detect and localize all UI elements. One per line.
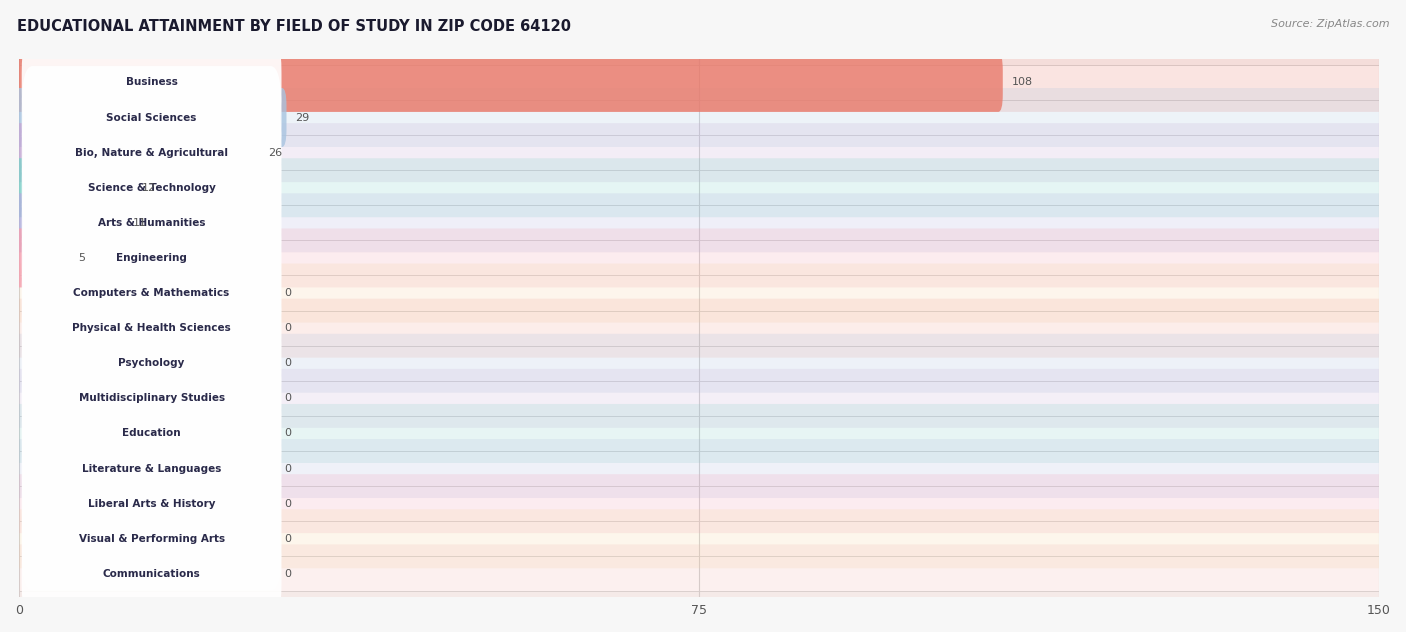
- FancyBboxPatch shape: [21, 453, 281, 555]
- Text: Multidisciplinary Studies: Multidisciplinary Studies: [79, 393, 225, 403]
- Text: 5: 5: [77, 253, 84, 263]
- Text: Business: Business: [125, 77, 177, 87]
- FancyBboxPatch shape: [1, 100, 1398, 135]
- FancyBboxPatch shape: [21, 101, 281, 204]
- FancyBboxPatch shape: [14, 193, 124, 252]
- FancyBboxPatch shape: [21, 66, 281, 169]
- FancyBboxPatch shape: [1, 416, 1398, 451]
- FancyBboxPatch shape: [14, 88, 1384, 147]
- Text: Arts & Humanities: Arts & Humanities: [98, 218, 205, 228]
- FancyBboxPatch shape: [21, 347, 281, 450]
- Text: 108: 108: [1012, 77, 1033, 87]
- Text: 29: 29: [295, 112, 309, 123]
- FancyBboxPatch shape: [14, 369, 1384, 428]
- Text: EDUCATIONAL ATTAINMENT BY FIELD OF STUDY IN ZIP CODE 64120: EDUCATIONAL ATTAINMENT BY FIELD OF STUDY…: [17, 19, 571, 34]
- FancyBboxPatch shape: [1, 556, 1398, 592]
- Text: Physical & Health Sciences: Physical & Health Sciences: [72, 323, 231, 333]
- Text: Engineering: Engineering: [117, 253, 187, 263]
- Text: Computers & Mathematics: Computers & Mathematics: [73, 288, 229, 298]
- Text: Education: Education: [122, 428, 181, 439]
- FancyBboxPatch shape: [1, 65, 1398, 100]
- FancyBboxPatch shape: [14, 299, 1384, 358]
- Text: Bio, Nature & Agricultural: Bio, Nature & Agricultural: [75, 148, 228, 157]
- FancyBboxPatch shape: [14, 123, 1384, 182]
- FancyBboxPatch shape: [21, 417, 281, 520]
- FancyBboxPatch shape: [14, 53, 1384, 112]
- FancyBboxPatch shape: [14, 53, 1002, 112]
- FancyBboxPatch shape: [21, 523, 281, 625]
- FancyBboxPatch shape: [1, 451, 1398, 486]
- FancyBboxPatch shape: [21, 137, 281, 239]
- FancyBboxPatch shape: [14, 264, 1384, 322]
- FancyBboxPatch shape: [14, 158, 132, 217]
- FancyBboxPatch shape: [1, 521, 1398, 556]
- FancyBboxPatch shape: [14, 544, 1384, 604]
- FancyBboxPatch shape: [21, 241, 281, 344]
- Text: Communications: Communications: [103, 569, 201, 579]
- FancyBboxPatch shape: [14, 334, 1384, 392]
- Text: 0: 0: [284, 428, 291, 439]
- FancyBboxPatch shape: [21, 487, 281, 590]
- Text: 0: 0: [284, 569, 291, 579]
- FancyBboxPatch shape: [1, 205, 1398, 240]
- FancyBboxPatch shape: [1, 170, 1398, 205]
- Text: 0: 0: [284, 323, 291, 333]
- FancyBboxPatch shape: [14, 123, 259, 182]
- Text: Source: ZipAtlas.com: Source: ZipAtlas.com: [1271, 19, 1389, 29]
- Text: 26: 26: [269, 148, 283, 157]
- FancyBboxPatch shape: [1, 381, 1398, 416]
- FancyBboxPatch shape: [14, 228, 1384, 288]
- Text: Visual & Performing Arts: Visual & Performing Arts: [79, 534, 225, 544]
- Text: Science & Technology: Science & Technology: [87, 183, 215, 193]
- Text: 0: 0: [284, 499, 291, 509]
- FancyBboxPatch shape: [21, 207, 281, 310]
- Text: 0: 0: [284, 463, 291, 473]
- Text: 0: 0: [284, 288, 291, 298]
- Text: Literature & Languages: Literature & Languages: [82, 463, 221, 473]
- FancyBboxPatch shape: [14, 474, 1384, 533]
- FancyBboxPatch shape: [14, 509, 1384, 568]
- Text: 11: 11: [132, 218, 146, 228]
- FancyBboxPatch shape: [1, 276, 1398, 310]
- FancyBboxPatch shape: [21, 277, 281, 380]
- Text: 0: 0: [284, 358, 291, 368]
- FancyBboxPatch shape: [14, 158, 1384, 217]
- FancyBboxPatch shape: [14, 193, 1384, 252]
- Text: Social Sciences: Social Sciences: [107, 112, 197, 123]
- Text: 12: 12: [142, 183, 156, 193]
- FancyBboxPatch shape: [21, 171, 281, 274]
- Text: 0: 0: [284, 534, 291, 544]
- FancyBboxPatch shape: [21, 312, 281, 415]
- FancyBboxPatch shape: [14, 228, 69, 288]
- FancyBboxPatch shape: [1, 135, 1398, 170]
- FancyBboxPatch shape: [1, 310, 1398, 346]
- FancyBboxPatch shape: [14, 404, 1384, 463]
- FancyBboxPatch shape: [1, 346, 1398, 381]
- FancyBboxPatch shape: [21, 31, 281, 134]
- FancyBboxPatch shape: [1, 240, 1398, 276]
- FancyBboxPatch shape: [21, 382, 281, 485]
- FancyBboxPatch shape: [14, 88, 287, 147]
- FancyBboxPatch shape: [1, 486, 1398, 521]
- FancyBboxPatch shape: [14, 439, 1384, 498]
- Text: Psychology: Psychology: [118, 358, 184, 368]
- Text: 0: 0: [284, 393, 291, 403]
- Text: Liberal Arts & History: Liberal Arts & History: [87, 499, 215, 509]
